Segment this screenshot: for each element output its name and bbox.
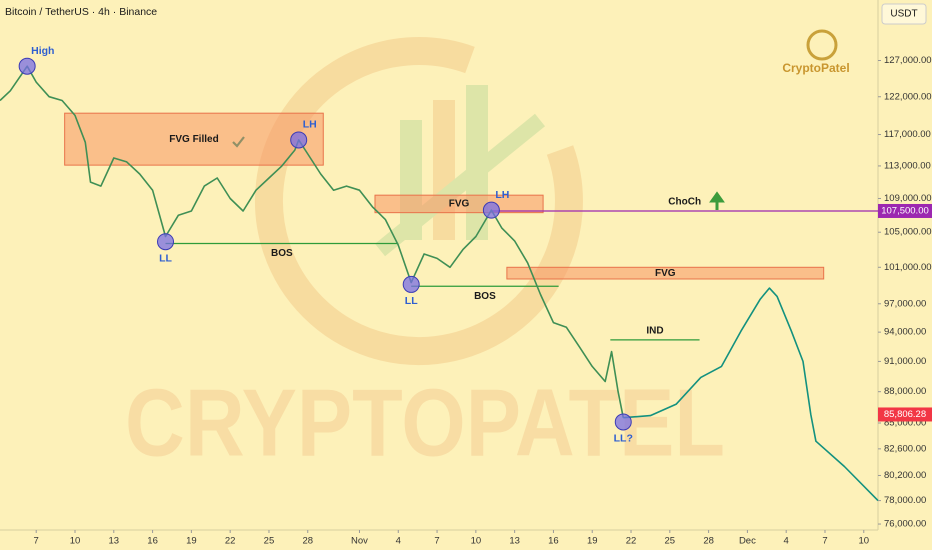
level-label: BOS xyxy=(271,248,293,259)
x-tick-label: 10 xyxy=(70,536,81,547)
x-tick-label: 10 xyxy=(471,536,482,547)
logo-text: CryptoPatel xyxy=(782,61,849,75)
price-line xyxy=(623,287,879,502)
y-tick-label: 88,000.00 xyxy=(884,386,926,397)
plot-area: FVG Filled FVG FVG BOS BOS IND ChoCh High LL LH LL… xyxy=(0,45,879,502)
y-tick-label: 105,000.00 xyxy=(884,227,932,238)
x-tick-label: 25 xyxy=(665,536,676,547)
x-tick-label: 7 xyxy=(822,536,827,547)
y-axis-panel xyxy=(878,0,932,550)
point-label: LH xyxy=(495,189,509,201)
x-tick-label: 13 xyxy=(109,536,120,547)
price-badge xyxy=(878,203,932,218)
y-tick-label: 101,000.00 xyxy=(884,262,932,273)
currency-box[interactable] xyxy=(881,3,927,25)
swing-point xyxy=(482,201,500,219)
point-label: High xyxy=(31,45,54,57)
x-tick-label: 22 xyxy=(626,536,637,547)
swing-point xyxy=(614,413,632,431)
x-tick-label: 16 xyxy=(147,536,158,547)
y-tick-label: 78,000.00 xyxy=(884,495,926,506)
y-tick-label: 82,600.00 xyxy=(884,443,926,454)
x-tick-label: 22 xyxy=(225,536,236,547)
zone-label: FVG xyxy=(449,199,470,210)
swing-point xyxy=(290,131,308,149)
up-arrow-icon xyxy=(709,191,725,210)
y-tick-label: 113,000.00 xyxy=(884,160,931,171)
y-tick-label: 117,000.00 xyxy=(884,129,931,140)
price-badge xyxy=(878,407,932,422)
level-label: ChoCh xyxy=(668,197,701,208)
x-tick-label: 13 xyxy=(509,536,520,547)
y-tick-label: 94,000.00 xyxy=(884,327,926,338)
x-axis-panel xyxy=(0,530,932,550)
chart-title: Bitcoin / TetherUS · 4h · Binance xyxy=(5,6,157,18)
x-tick-label: 10 xyxy=(858,536,869,547)
x-tick-label: 28 xyxy=(302,536,313,547)
zone-label: FVG xyxy=(655,268,676,279)
swing-point xyxy=(18,57,36,75)
x-tick-label: 28 xyxy=(703,536,714,547)
fvg-zone xyxy=(374,194,544,214)
x-tick-label: Nov xyxy=(351,536,368,547)
x-tick-label: 7 xyxy=(34,536,39,547)
swing-point xyxy=(157,233,175,251)
watermark-text: CRYPTOPATEL xyxy=(125,369,725,476)
point-label: LH xyxy=(303,119,317,131)
y-tick-label: 127,000.00 xyxy=(884,55,932,66)
y-tick-label: 80,200.00 xyxy=(884,470,926,481)
x-tick-label: 19 xyxy=(587,536,598,547)
point-label: LL xyxy=(159,253,172,265)
swing-point xyxy=(402,275,420,293)
y-tick-label: 76,000.00 xyxy=(884,519,926,530)
y-tick-label: 85,000.00 xyxy=(884,418,926,429)
x-tick-label: 7 xyxy=(434,536,439,547)
price-line xyxy=(0,65,625,418)
y-tick-label: 91,000.00 xyxy=(884,356,926,367)
y-tick-label: 97,000.00 xyxy=(884,298,926,309)
x-tick-label: Dec xyxy=(739,536,756,547)
x-tick-label: 16 xyxy=(548,536,559,547)
fvg-zone xyxy=(64,112,324,166)
level-label: IND xyxy=(646,325,663,336)
zone-label: FVG Filled xyxy=(169,134,218,145)
y-tick-label: 122,000.00 xyxy=(884,91,932,102)
x-tick-label: 4 xyxy=(396,536,401,547)
x-tick-label: 4 xyxy=(784,536,789,547)
point-label: LL? xyxy=(614,433,633,445)
fvg-zone xyxy=(506,266,825,280)
y-tick-label: 109,000.00 xyxy=(884,193,932,204)
point-label: LL xyxy=(405,295,418,307)
x-tick-label: 19 xyxy=(186,536,197,547)
x-tick-label: 25 xyxy=(264,536,275,547)
level-label: BOS xyxy=(474,291,496,302)
logo: CryptoPatel xyxy=(782,29,850,75)
price-badge-label: 107,500.00 xyxy=(881,205,929,216)
price-badge-label: 85,806.28 xyxy=(884,409,926,420)
currency-label: USDT xyxy=(890,9,917,20)
